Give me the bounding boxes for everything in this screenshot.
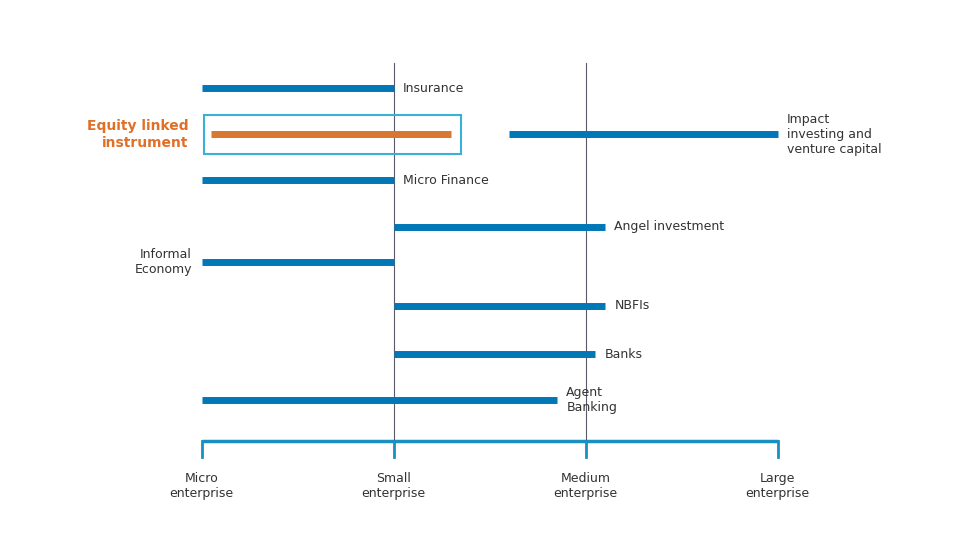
Text: Insurance: Insurance [403, 82, 465, 95]
Bar [204, 115, 461, 154]
Text: Angel investment: Angel investment [614, 220, 725, 233]
Text: Large
enterprise: Large enterprise [746, 472, 809, 500]
Text: Equity linked
instrument: Equity linked instrument [86, 119, 188, 150]
Text: Micro
enterprise: Micro enterprise [170, 472, 233, 500]
Text: Informal
Economy: Informal Economy [134, 248, 192, 276]
Text: Banks: Banks [605, 348, 643, 361]
Text: Medium
enterprise: Medium enterprise [554, 472, 617, 500]
Text: Impact
investing and
venture capital: Impact investing and venture capital [787, 113, 882, 156]
Text: Agent
Banking: Agent Banking [566, 387, 617, 415]
Text: Micro Finance: Micro Finance [403, 174, 489, 187]
Text: Small
enterprise: Small enterprise [362, 472, 425, 500]
Text: NBFIs: NBFIs [614, 299, 650, 312]
